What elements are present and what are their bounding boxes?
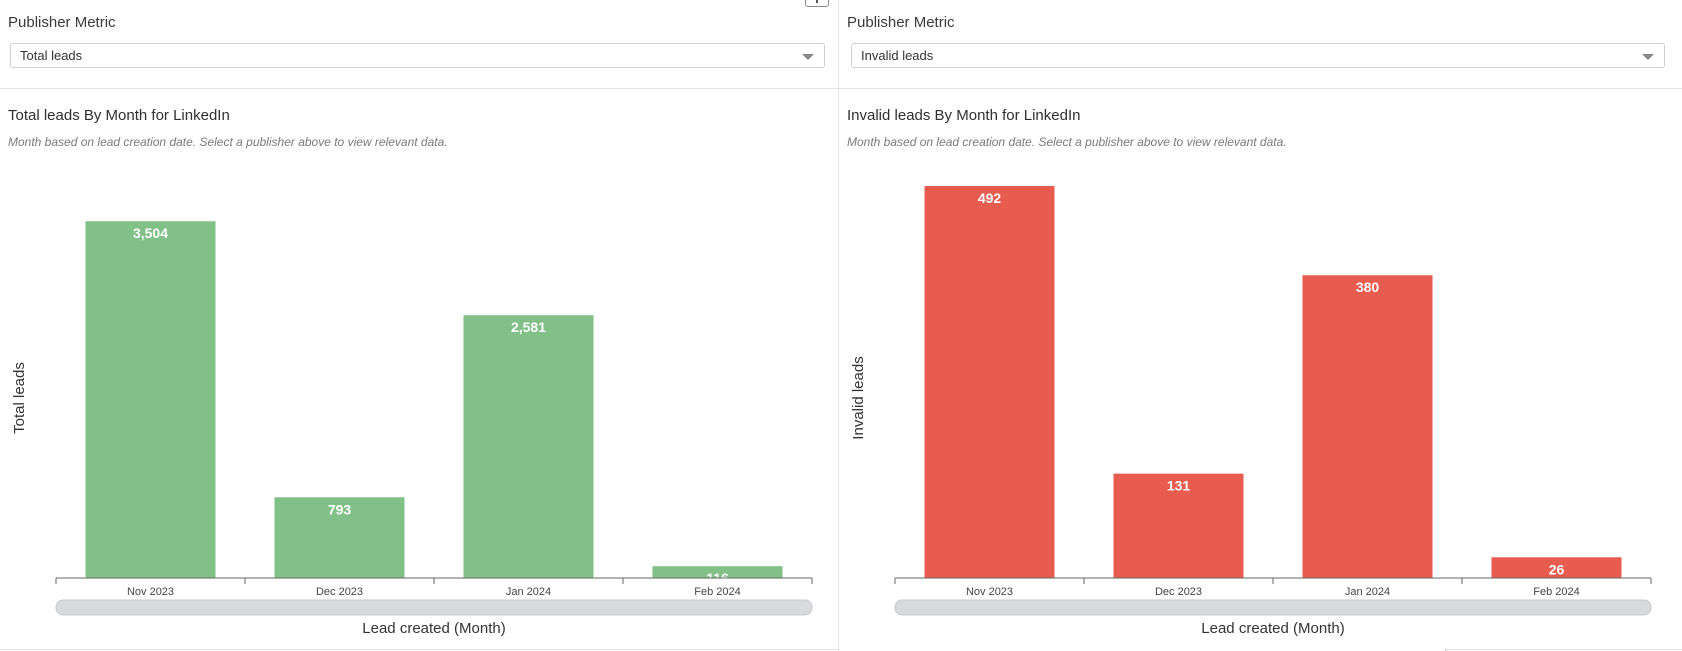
bottom-border xyxy=(1445,649,1682,650)
data-label: 26 xyxy=(1549,561,1565,577)
publisher-metric-value: Invalid leads xyxy=(861,48,934,63)
bottom-border xyxy=(0,649,838,650)
bar xyxy=(274,497,405,578)
data-label: 131 xyxy=(1167,478,1191,494)
x-tick-label: Jan 2024 xyxy=(1345,586,1390,598)
x-tick-label: Nov 2023 xyxy=(127,586,174,598)
bar xyxy=(652,566,783,578)
bar xyxy=(1113,473,1244,578)
y-axis-label: Invalid leads xyxy=(850,356,867,439)
chart-subtitle: Month based on lead creation date. Selec… xyxy=(847,135,1287,149)
chevron-down-icon[interactable] xyxy=(1642,54,1654,60)
data-label: 793 xyxy=(328,501,352,517)
bar xyxy=(1491,557,1622,578)
y-axis-label: Total leads xyxy=(11,362,28,434)
publisher-metric-label: Publisher Metric xyxy=(8,14,116,31)
bar xyxy=(924,186,1055,578)
x-tick-label: Jan 2024 xyxy=(506,586,551,598)
bottom-tick xyxy=(1445,649,1446,651)
data-label: 380 xyxy=(1356,279,1380,295)
data-label: 492 xyxy=(978,190,1002,206)
x-tick-label: Dec 2023 xyxy=(1155,586,1202,598)
data-label: 2,581 xyxy=(511,319,546,335)
data-label: 3,504 xyxy=(133,225,168,241)
bar xyxy=(1302,275,1433,578)
divider xyxy=(839,88,1682,89)
horizontal-scrollbar[interactable] xyxy=(894,599,1652,616)
x-tick-label: Dec 2023 xyxy=(316,586,363,598)
horizontal-scrollbar[interactable] xyxy=(55,599,813,616)
bar xyxy=(463,315,594,578)
divider xyxy=(0,88,838,89)
chart-title: Invalid leads By Month for LinkedIn xyxy=(847,107,1081,124)
resize-handle[interactable] xyxy=(805,0,829,7)
invalid-leads-chart: 492 131 380 26 Nov 2023 Dec 2023 Jan 2024 Feb 2… xyxy=(850,186,1652,637)
publisher-metric-select[interactable]: Total leads xyxy=(10,43,825,68)
x-tick-label: Nov 2023 xyxy=(966,586,1013,598)
publisher-metric-select[interactable]: Invalid leads xyxy=(851,43,1665,68)
right-panel: Publisher Metric Invalid leads Invalid l… xyxy=(839,0,1682,651)
publisher-metric-value: Total leads xyxy=(20,48,83,63)
chevron-down-icon[interactable] xyxy=(802,54,814,60)
x-axis-label: Lead created (Month) xyxy=(362,620,505,637)
chart-subtitle: Month based on lead creation date. Selec… xyxy=(8,135,448,149)
bar xyxy=(85,221,216,578)
left-panel: Publisher Metric Total leads Total leads… xyxy=(0,0,839,651)
chart-title: Total leads By Month for LinkedIn xyxy=(8,107,230,124)
x-tick-label: Feb 2024 xyxy=(1533,586,1579,598)
publisher-metric-label: Publisher Metric xyxy=(847,14,955,31)
x-tick-label: Feb 2024 xyxy=(694,586,740,598)
x-axis-label: Lead created (Month) xyxy=(1201,620,1344,637)
